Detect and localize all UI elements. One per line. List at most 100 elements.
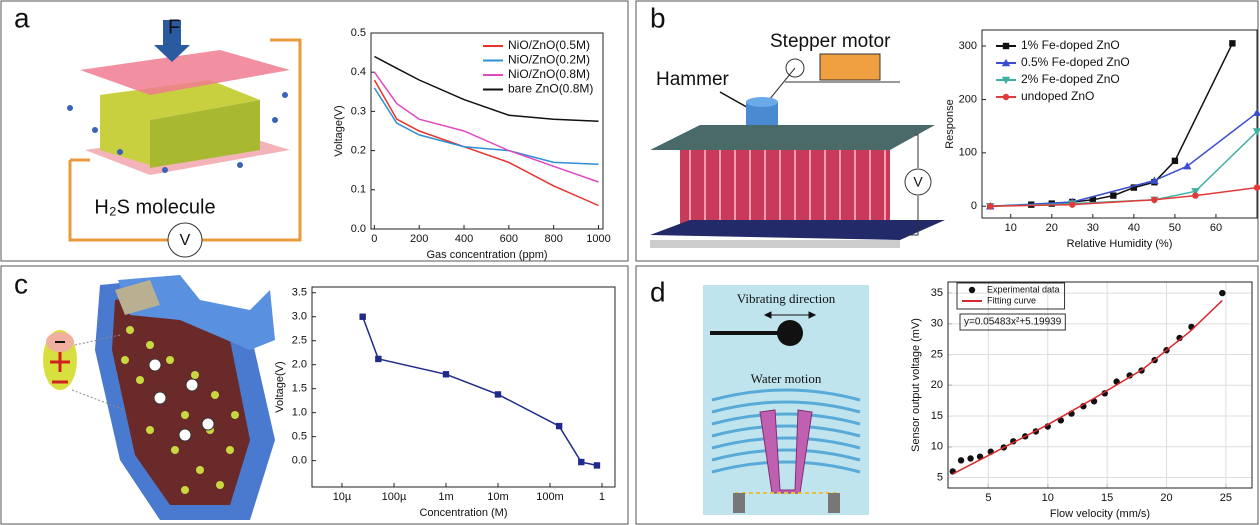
- y-tick-label: 200: [959, 93, 977, 105]
- marker: [1069, 201, 1076, 208]
- annotation: y=0.05483x²+5.19939: [964, 317, 1062, 328]
- vibration-label: Vibrating direction: [737, 291, 836, 306]
- y-tick-label: 0.4: [351, 66, 366, 78]
- panel-label: c: [14, 268, 28, 299]
- marker: [987, 203, 994, 210]
- y-tick-label: 3.5: [292, 287, 307, 299]
- legend-label: NiO/ZnO(0.5M): [508, 38, 590, 52]
- x-axis-title: Flow velocity (mm/s): [1050, 508, 1150, 520]
- legend-label: bare ZnO(0.8M): [508, 82, 593, 96]
- y-tick-label: 2.5: [292, 335, 307, 347]
- x-tick-label: 1m: [438, 491, 453, 503]
- y-tick-label: 100: [959, 147, 977, 159]
- x-axis-title: Concentration (M): [419, 507, 507, 519]
- series-line: [374, 55, 599, 122]
- series-line: [952, 299, 1223, 475]
- plot-frame: [947, 281, 1253, 489]
- marker: [1126, 372, 1133, 379]
- y-tick-label: 10: [931, 441, 943, 453]
- wire: [905, 134, 919, 236]
- legend-label: Experimental data: [987, 284, 1060, 294]
- legend-label: 0.5% Fe-doped ZnO: [1021, 55, 1130, 69]
- y-tick-label: 20: [931, 379, 943, 391]
- legend-marker: [1001, 76, 1011, 85]
- marker: [1110, 192, 1117, 199]
- y-axis-title: Response: [944, 99, 956, 149]
- plot-frame: [311, 286, 616, 488]
- legend: 1% Fe-doped ZnO 0.5% Fe-doped ZnO 2% Fe-do…: [996, 38, 1130, 103]
- y-tick-label: 0.5: [292, 431, 307, 443]
- annotation-box: [959, 313, 1066, 331]
- marker: [442, 371, 450, 378]
- illustration-c: [43, 275, 275, 520]
- plot-frame: [370, 32, 604, 230]
- illustration-a: F H₂S molecule V: [67, 16, 302, 258]
- bob: [777, 320, 803, 346]
- flap: [118, 275, 275, 350]
- x-tick-label: 800: [545, 233, 563, 245]
- x-tick-label: 100µ: [382, 491, 407, 503]
- y-tick-label: 1.5: [292, 383, 307, 395]
- y-tick-label: 5: [937, 471, 943, 483]
- column-lines: [689, 150, 886, 225]
- marker: [967, 455, 974, 462]
- panel-label: a: [14, 2, 30, 33]
- x-tick-label: 1000: [586, 233, 610, 245]
- y-tick-label: 25: [931, 348, 943, 360]
- voltmeter-label: V: [913, 174, 923, 190]
- x-tick-label: 400: [455, 233, 473, 245]
- legend-box: [956, 282, 1066, 310]
- marker: [359, 313, 366, 320]
- legend-marker: [1001, 58, 1011, 67]
- legend: NiO/ZnO(0.5M)NiO/ZnO(0.2M)NiO/ZnO(0.8M)b…: [483, 38, 593, 96]
- panel-frame: [0, 0, 629, 262]
- x-tick-label: 50: [1169, 222, 1181, 234]
- y-tick-label: 0.3: [351, 105, 366, 117]
- legend-marker: [968, 286, 976, 294]
- marker: [1192, 192, 1199, 199]
- columns: [680, 150, 890, 225]
- y-tick-label: 0.2: [351, 145, 366, 157]
- marker: [1130, 184, 1138, 191]
- illustration-d: Vibrating direction Water motion: [703, 285, 869, 515]
- legend-label: NiO/ZnO(0.8M): [508, 67, 590, 81]
- voltmeter-label: V: [180, 232, 191, 249]
- x-tick-label: 600: [500, 233, 518, 245]
- ions: [148, 358, 215, 442]
- water-label: Water motion: [751, 371, 822, 386]
- marker: [593, 462, 601, 469]
- marker: [957, 457, 965, 464]
- nanowires: [150, 100, 260, 168]
- x-tick-label: 10m: [487, 491, 508, 503]
- y-tick-label: 15: [931, 410, 943, 422]
- x-tick-label: 10: [1042, 492, 1054, 504]
- marker: [1253, 184, 1260, 191]
- marker: [555, 422, 563, 430]
- illustration-b: Stepper motor Hammer V: [650, 31, 945, 248]
- y-axis-title: Voltage(V): [274, 361, 286, 412]
- series-line: [373, 87, 599, 166]
- marker: [1219, 289, 1226, 297]
- vibration-arrow: [763, 311, 817, 319]
- legend-label: NiO/ZnO(0.2M): [508, 53, 590, 67]
- panel-label: b: [650, 2, 666, 33]
- marker: [1183, 161, 1192, 170]
- x-tick-label: 60: [1210, 222, 1222, 234]
- y-axis-title: Sensor output voltage (mV): [910, 318, 922, 452]
- y-tick-label: 0.0: [351, 223, 366, 235]
- panel-label: d: [650, 276, 666, 307]
- legend-label: Fitting curve: [987, 295, 1036, 305]
- y-tick-label: 1.0: [292, 407, 307, 419]
- y-tick-label: 0.0: [292, 455, 307, 467]
- molecule-label: H₂S molecule: [94, 196, 215, 218]
- panel-frame: [635, 265, 1259, 525]
- x-tick-label: 10µ: [333, 491, 352, 503]
- x-axis-title: Gas concentration (ppm): [426, 249, 547, 261]
- x-axis-title: Relative Humidity (%): [1067, 238, 1173, 250]
- x-tick-label: 40: [1128, 222, 1140, 234]
- top-plate: [650, 125, 935, 150]
- charge-signs: [50, 352, 70, 384]
- marker: [578, 458, 585, 466]
- cylinder: [115, 280, 160, 315]
